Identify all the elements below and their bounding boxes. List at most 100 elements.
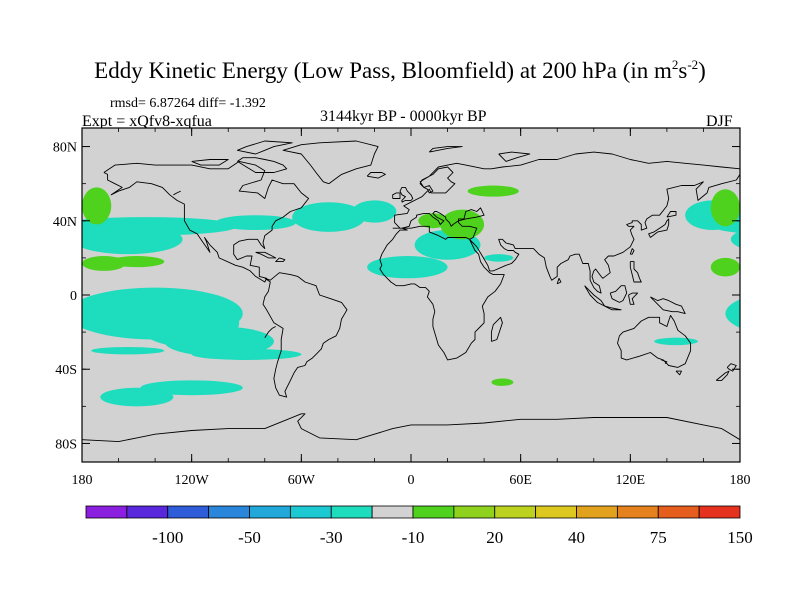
experiment-label: Expt = xQfv8-xqfua	[82, 113, 212, 130]
anomaly-region-cyan	[292, 202, 366, 232]
colorbar-segment	[167, 505, 210, 519]
coastline	[556, 277, 562, 285]
coastline	[282, 140, 379, 185]
anomaly-region-green	[710, 257, 740, 277]
colorbar-segment	[535, 505, 577, 519]
coastline	[726, 363, 737, 372]
anomaly-region-cyan	[191, 348, 302, 360]
colorbar-segment	[208, 505, 250, 519]
coastline	[666, 211, 677, 218]
anomaly-region-cyan	[164, 326, 274, 357]
coastline	[609, 285, 628, 303]
x-tick-label: 120W	[175, 473, 210, 488]
anomaly-region-cyan	[654, 337, 698, 346]
coastline	[236, 140, 293, 155]
y-axis: 80N 40N 0 40S 80S	[53, 141, 740, 452]
units-close-paren: )	[698, 58, 706, 83]
title-text: Eddy Kinetic Energy (Low Pass, Bloomfiel…	[94, 58, 672, 83]
coastline	[715, 370, 730, 381]
coastline	[191, 159, 229, 166]
y-tick-label: 40N	[53, 215, 77, 230]
coastline	[399, 186, 414, 203]
coastline	[255, 251, 277, 259]
coastline	[173, 190, 181, 196]
colorbar-segment	[453, 505, 496, 519]
anomaly-region-cyan	[91, 346, 165, 355]
colorbar-segment	[494, 505, 537, 519]
period-label: 3144kyr BP - 0000kyr BP	[320, 108, 487, 125]
coastline	[629, 248, 635, 255]
coastline	[498, 151, 531, 162]
x-tick-label: 0	[408, 473, 415, 488]
coastline	[675, 370, 682, 376]
colorbar-label: -30	[320, 528, 343, 547]
x-axis: 180 120W 60W 0 60E 120E 180	[72, 128, 751, 488]
anomaly-region-green	[491, 378, 514, 386]
anomaly-region-green	[467, 185, 519, 197]
colorbar-segment	[249, 505, 291, 519]
colorbar-label: 20	[486, 528, 503, 547]
coastline	[628, 292, 639, 305]
y-tick-label: 0	[70, 289, 77, 304]
x-tick-label: 60W	[288, 473, 316, 488]
colorbar-segment	[576, 505, 618, 519]
units-seconds: s	[678, 58, 688, 83]
anomaly-region-wrap	[730, 231, 740, 248]
anomaly-region-cyan	[82, 217, 238, 236]
units-exponent-1: 2	[671, 57, 679, 72]
anomaly-region-green	[82, 187, 112, 225]
y-tick-label: 80N	[53, 141, 77, 156]
coastline	[275, 257, 286, 263]
anomaly-region-green	[109, 256, 165, 268]
x-tick-label: 180	[730, 473, 751, 488]
anomaly-regions	[82, 185, 740, 407]
coastline	[379, 151, 740, 361]
colorbar-label: 40	[568, 528, 585, 547]
coastline	[604, 305, 622, 311]
coastline	[103, 160, 310, 283]
y-tick-label: 40S	[55, 363, 77, 378]
season-label: DJF	[706, 113, 733, 130]
colorbar-label: -50	[238, 528, 261, 547]
coastline	[237, 157, 288, 173]
colorbar-segment	[85, 505, 128, 519]
anomaly-region-green	[710, 189, 740, 227]
colorbar-label: -10	[402, 528, 425, 547]
colorbar-segment	[371, 505, 414, 519]
colorbar-label: -100	[152, 528, 183, 547]
coastline	[428, 146, 463, 153]
colorbar-segment	[698, 505, 741, 519]
colorbar-segment	[289, 505, 332, 519]
coastlines	[82, 140, 740, 443]
anomaly-region-cyan	[140, 380, 243, 396]
coastline	[262, 272, 348, 398]
coastline	[661, 359, 668, 365]
anomaly-region-green	[440, 209, 485, 240]
coastline	[629, 261, 642, 283]
anomaly-region-cyan	[484, 254, 514, 262]
colorbar-label: 150	[727, 528, 753, 547]
colorbar-segment	[616, 505, 659, 519]
coastline	[392, 192, 401, 199]
x-tick-label: 180	[72, 473, 93, 488]
anomaly-region-wrap	[725, 299, 740, 328]
colorbar-segment	[126, 505, 169, 519]
anomaly-region-cyan	[367, 256, 448, 279]
anomaly-region-cyan	[352, 200, 397, 223]
coastline	[648, 218, 670, 238]
colorbar: -100 -50 -30 -10 20 40 75 150	[85, 505, 753, 547]
colorbar-segment	[657, 505, 700, 519]
colorbar-segment	[330, 505, 373, 519]
coastline	[617, 314, 692, 368]
coastline	[264, 326, 276, 338]
anomaly-region-cyan	[215, 215, 296, 231]
x-tick-label: 60E	[509, 473, 532, 488]
colorbar-label: 75	[650, 528, 667, 547]
stats-text: rmsd= 6.87264 diff= -1.392	[110, 96, 266, 111]
coastline	[82, 413, 740, 443]
y-tick-label: 80S	[55, 437, 77, 452]
coastline	[650, 296, 686, 315]
coastline	[490, 316, 503, 342]
chart-title: Eddy Kinetic Energy (Low Pass, Bloomfiel…	[0, 58, 800, 84]
